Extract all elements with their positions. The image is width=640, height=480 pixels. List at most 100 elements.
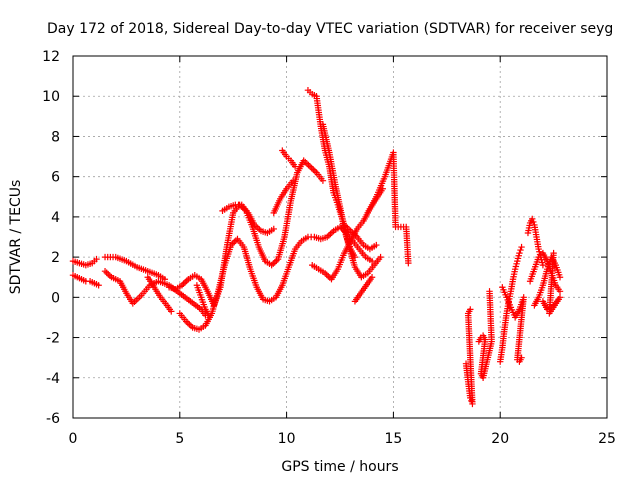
data-point (325, 147, 333, 154)
data-point (305, 161, 312, 169)
data-point (503, 312, 510, 319)
series-track-19 (497, 243, 525, 365)
data-point (498, 346, 506, 354)
data-point (89, 279, 96, 286)
data-point (239, 241, 246, 249)
data-point (214, 290, 221, 297)
data-point (256, 226, 263, 233)
axis-ticks (72, 55, 608, 419)
data-point (136, 293, 143, 301)
data-point (515, 308, 522, 315)
data-point (276, 197, 283, 204)
data-point (185, 296, 192, 304)
y-tick-label: 8 (51, 129, 60, 145)
series-track-16 (351, 149, 412, 305)
data-point (306, 163, 314, 170)
data-point (354, 243, 361, 251)
data-point (367, 275, 374, 283)
data-point (518, 243, 525, 251)
data-point (203, 286, 210, 293)
data-point (476, 336, 484, 343)
data-point (290, 161, 297, 168)
data-point (291, 248, 298, 255)
data-point (543, 268, 550, 275)
data-point (193, 325, 201, 333)
data-point (183, 277, 190, 284)
data-point (325, 273, 332, 280)
data-point (517, 356, 524, 363)
data-point (555, 286, 562, 293)
data-point (144, 284, 152, 291)
data-point (532, 231, 540, 238)
data-point (465, 312, 472, 319)
data-point (366, 256, 374, 263)
y-tick-label: -6 (46, 411, 60, 427)
series-track-4 (101, 267, 209, 319)
data-point (502, 291, 509, 299)
y-axis-title: SDTVAR / TECUs (8, 180, 24, 295)
data-point (281, 151, 289, 158)
data-point (328, 229, 336, 236)
data-point (153, 271, 160, 278)
y-tick-label: 10 (42, 89, 60, 105)
x-tick-label: 15 (384, 431, 402, 447)
y-tick-label: -2 (46, 331, 60, 347)
data-point (86, 260, 94, 268)
series-track-18 (475, 288, 495, 381)
data-point (181, 279, 189, 286)
data-point (91, 257, 98, 265)
data-point (319, 268, 327, 276)
y-tick-labels: -6 -4 -2 0 2 4 6 8 10 12 (42, 49, 60, 427)
data-point (530, 218, 537, 226)
data-point (530, 268, 537, 275)
data-point (287, 199, 294, 207)
series-track-7 (176, 223, 376, 333)
x-tick-label: 20 (491, 431, 509, 447)
x-tick-label: 10 (278, 431, 296, 447)
plot-frame (72, 55, 608, 419)
data-point (273, 257, 280, 264)
data-point (149, 282, 157, 289)
data-point (375, 255, 383, 263)
data-point (468, 397, 475, 405)
data-point (311, 167, 319, 175)
data-point (74, 259, 81, 266)
series-track-24 (539, 249, 564, 317)
y-tick-label: 2 (51, 250, 60, 266)
data-point (358, 239, 366, 247)
data-point (282, 187, 289, 194)
data-point (246, 263, 253, 271)
data-point (346, 239, 353, 247)
data-point (538, 284, 546, 291)
data-point (201, 303, 208, 311)
data-point (555, 271, 563, 279)
data-point (358, 219, 366, 227)
data-point (280, 236, 288, 243)
data-point (318, 175, 325, 182)
data-point (369, 263, 376, 271)
data-point (310, 166, 317, 173)
data-point (162, 300, 169, 307)
data-point (122, 288, 129, 295)
series-track-13 (319, 121, 384, 281)
data-point (506, 301, 514, 309)
data-point (268, 227, 275, 234)
data-point (252, 281, 260, 289)
x-tick-label: 5 (175, 431, 184, 447)
data-point (106, 272, 114, 279)
data-point (105, 271, 112, 278)
data-point (285, 155, 292, 162)
x-tick-labels: 0 5 10 15 20 25 (69, 431, 616, 447)
chart-title: Day 172 of 2018, Sidereal Day-to-day VTE… (47, 21, 613, 37)
data-point (262, 229, 269, 236)
data-point (511, 268, 518, 275)
data-point (156, 292, 163, 299)
data-point (526, 222, 533, 229)
x-tick-label: 0 (69, 431, 78, 447)
y-tick-label: 6 (51, 170, 60, 186)
data-point (340, 252, 347, 259)
data-point (195, 274, 203, 282)
data-point (345, 226, 353, 233)
data-point (205, 312, 212, 319)
series-track-10 (270, 177, 297, 217)
